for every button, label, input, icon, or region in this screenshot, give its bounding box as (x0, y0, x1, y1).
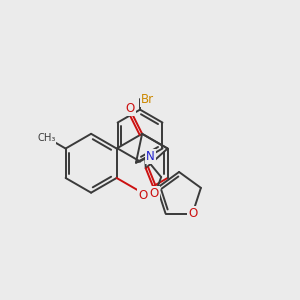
Text: Br: Br (141, 93, 154, 106)
Text: CH₃: CH₃ (37, 133, 56, 143)
Text: O: O (125, 102, 135, 116)
Text: O: O (188, 207, 197, 220)
Text: N: N (146, 150, 155, 163)
Text: O: O (138, 188, 147, 202)
Text: O: O (149, 187, 159, 200)
